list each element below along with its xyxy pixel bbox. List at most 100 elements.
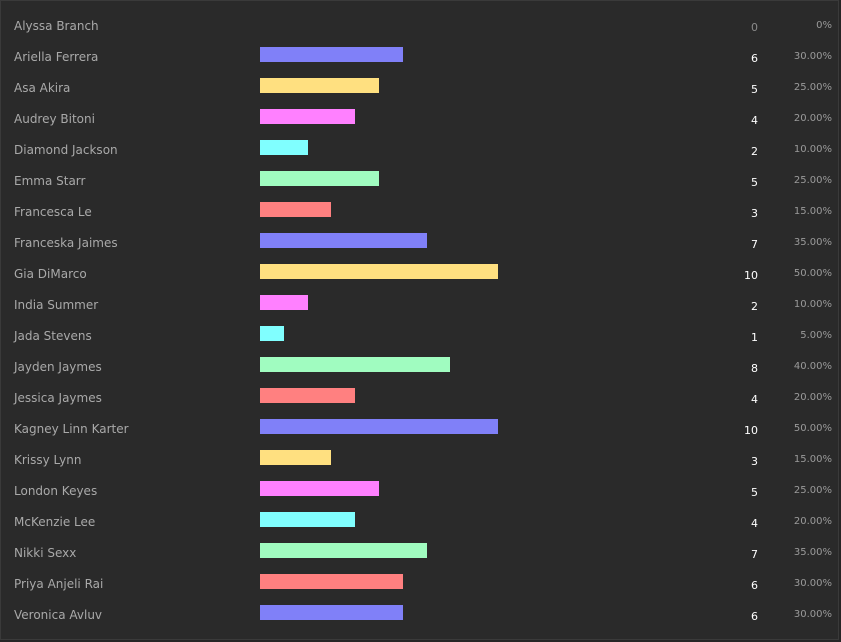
item-name: India Summer	[14, 298, 99, 312]
list-item: Audrey Bitoni 4 20.00%	[1, 105, 840, 136]
item-name: Nikki Sexx	[14, 546, 77, 560]
item-percent: 50.00%	[793, 423, 832, 434]
item-name: Priya Anjeli Rai	[14, 577, 104, 591]
list-item: Jada Stevens 1 5.00%	[1, 322, 840, 353]
item-percent: 50.00%	[793, 268, 832, 279]
item-name: Jada Stevens	[14, 329, 92, 343]
bar	[260, 233, 427, 248]
item-percent: 10.00%	[793, 144, 832, 155]
bar	[260, 481, 379, 496]
item-name: Audrey Bitoni	[14, 112, 95, 126]
list-item: Ariella Ferrera 6 30.00%	[1, 43, 840, 74]
item-count: 5	[751, 83, 758, 96]
item-count: 6	[751, 610, 758, 623]
bar	[260, 202, 331, 217]
bar	[260, 109, 355, 124]
bar	[260, 295, 308, 310]
item-name: Jessica Jaymes	[14, 391, 102, 405]
bar	[260, 605, 403, 620]
item-name: Veronica Avluv	[14, 608, 103, 622]
item-name: Alyssa Branch	[14, 19, 99, 33]
item-percent: 25.00%	[793, 175, 832, 186]
item-name: Gia DiMarco	[14, 267, 87, 281]
list-item: Krissy Lynn 3 15.00%	[1, 446, 840, 477]
item-count: 5	[751, 486, 758, 499]
bar	[260, 264, 498, 279]
list-item: Asa Akira 5 25.00%	[1, 74, 840, 105]
item-name: Emma Starr	[14, 174, 86, 188]
item-count: 10	[744, 269, 758, 282]
item-percent: 25.00%	[793, 485, 832, 496]
item-count: 2	[751, 300, 758, 313]
list-item: Veronica Avluv 6 30.00%	[1, 601, 840, 632]
list-item: Nikki Sexx 7 35.00%	[1, 539, 840, 570]
bar	[260, 450, 331, 465]
list-item: London Keyes 5 25.00%	[1, 477, 840, 508]
list-item: Priya Anjeli Rai 6 30.00%	[1, 570, 840, 601]
item-percent: 20.00%	[793, 392, 832, 403]
bar	[260, 388, 355, 403]
item-percent: 0%	[816, 20, 832, 31]
item-percent: 20.00%	[793, 516, 832, 527]
bar	[260, 47, 403, 62]
list-item: Diamond Jackson 2 10.00%	[1, 136, 840, 167]
bar	[260, 574, 403, 589]
list-item: McKenzie Lee 4 20.00%	[1, 508, 840, 539]
item-count: 4	[751, 114, 758, 127]
item-name: Francesca Le	[14, 205, 92, 219]
bar	[260, 140, 308, 155]
bar	[260, 512, 355, 527]
item-count: 7	[751, 548, 758, 561]
bar	[260, 171, 379, 186]
bar	[260, 78, 379, 93]
item-count: 3	[751, 455, 758, 468]
item-count: 4	[751, 517, 758, 530]
item-count: 0	[751, 21, 758, 34]
item-percent: 30.00%	[793, 609, 832, 620]
bar	[260, 543, 427, 558]
list-item: Alyssa Branch 0 0%	[1, 12, 840, 43]
bar	[260, 326, 284, 341]
item-name: London Keyes	[14, 484, 98, 498]
item-percent: 5.00%	[800, 330, 832, 341]
item-percent: 30.00%	[793, 578, 832, 589]
list-item: Emma Starr 5 25.00%	[1, 167, 840, 198]
item-count: 8	[751, 362, 758, 375]
list-item: Jessica Jaymes 4 20.00%	[1, 384, 840, 415]
item-name: Jayden Jaymes	[14, 360, 102, 374]
item-percent: 15.00%	[793, 454, 832, 465]
bar	[260, 419, 498, 434]
item-name: Kagney Linn Karter	[14, 422, 129, 436]
item-count: 6	[751, 579, 758, 592]
list-item: Jayden Jaymes 8 40.00%	[1, 353, 840, 384]
item-count: 4	[751, 393, 758, 406]
item-name: Diamond Jackson	[14, 143, 118, 157]
item-count: 6	[751, 52, 758, 65]
item-count: 7	[751, 238, 758, 251]
item-count: 2	[751, 145, 758, 158]
list-item: Francesca Le 3 15.00%	[1, 198, 840, 229]
item-percent: 35.00%	[793, 547, 832, 558]
item-percent: 20.00%	[793, 113, 832, 124]
item-percent: 35.00%	[793, 237, 832, 248]
list-item: Kagney Linn Karter 10 50.00%	[1, 415, 840, 446]
item-count: 3	[751, 207, 758, 220]
item-name: Ariella Ferrera	[14, 50, 99, 64]
item-count: 5	[751, 176, 758, 189]
list-item: Franceska Jaimes 7 35.00%	[1, 229, 840, 260]
item-name: Franceska Jaimes	[14, 236, 118, 250]
item-percent: 30.00%	[793, 51, 832, 62]
item-name: Krissy Lynn	[14, 453, 82, 467]
bar	[260, 357, 450, 372]
item-percent: 40.00%	[793, 361, 832, 372]
item-name: McKenzie Lee	[14, 515, 96, 529]
list-item: India Summer 2 10.00%	[1, 291, 840, 322]
item-percent: 15.00%	[793, 206, 832, 217]
item-count: 1	[751, 331, 758, 344]
item-percent: 10.00%	[793, 299, 832, 310]
item-name: Asa Akira	[14, 81, 71, 95]
list-item: Gia DiMarco 10 50.00%	[1, 260, 840, 291]
item-percent: 25.00%	[793, 82, 832, 93]
item-count: 10	[744, 424, 758, 437]
